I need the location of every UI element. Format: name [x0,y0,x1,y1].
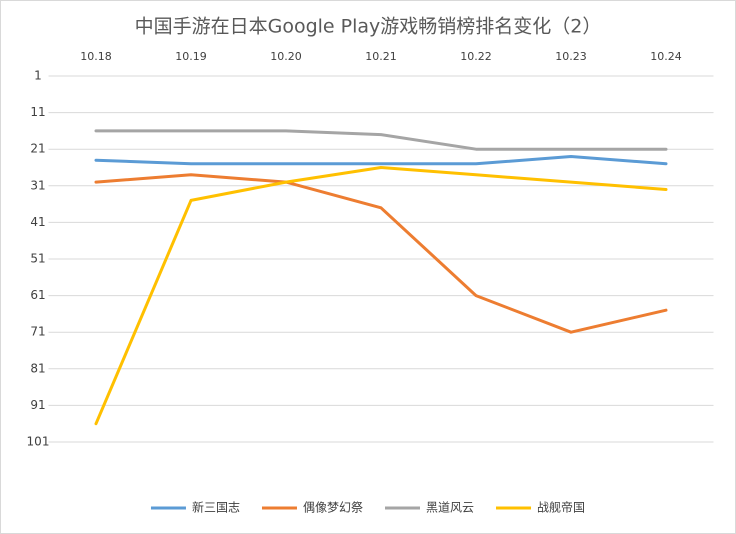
legend-label: 新三国志 [192,500,240,515]
series-line [94,173,668,334]
y-tick-label: 71 [30,325,45,339]
y-tick-label: 51 [30,252,45,266]
y-tick-label: 21 [30,142,45,156]
series-line [94,129,668,151]
x-tick-label: 10.23 [555,50,587,63]
y-tick-label: 1 [34,69,42,83]
x-tick-label: 10.20 [270,50,302,63]
chart-title: 中国手游在日本Google Play游戏畅销榜排名变化（2） [135,16,602,38]
x-tick-label: 10.18 [80,50,112,63]
y-tick-label: 31 [30,178,45,192]
series-line [94,166,668,426]
y-tick-label: 11 [30,105,45,119]
x-tick-label: 10.22 [460,50,492,63]
series-line [94,155,668,166]
y-tick-label: 61 [30,288,45,302]
x-tick-label: 10.19 [175,50,207,63]
x-tick-label: 10.24 [650,50,682,63]
legend-label: 偶像梦幻祭 [303,501,363,515]
y-tick-label: 91 [30,398,45,412]
legend-label: 战舰帝国 [537,500,585,515]
legend-label: 黑道风云 [426,501,474,515]
x-tick-label: 10.21 [365,50,397,63]
y-tick-label: 41 [30,215,45,229]
y-tick-label: 81 [30,361,45,375]
y-tick-label: 101 [27,435,50,449]
